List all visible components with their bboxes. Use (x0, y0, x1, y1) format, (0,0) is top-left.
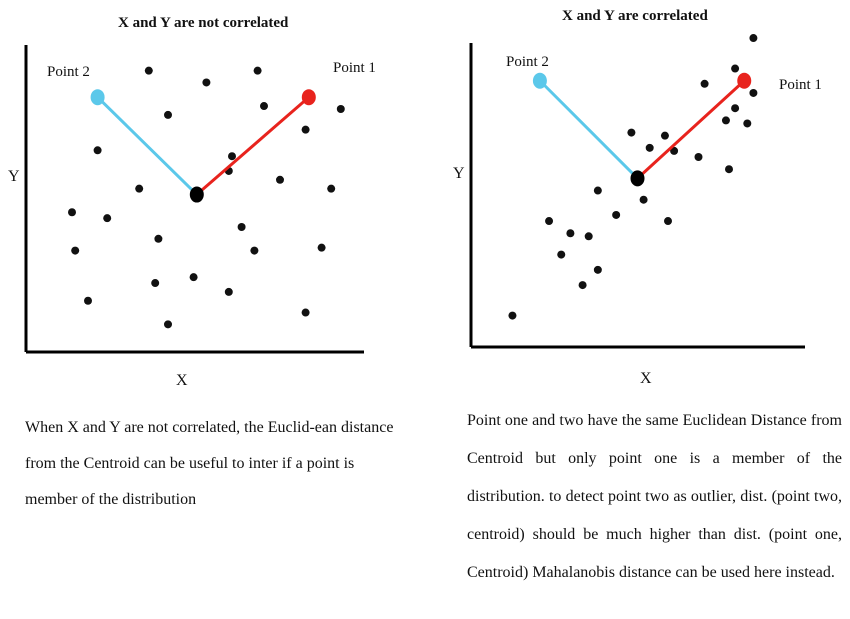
right-data-point (593, 265, 602, 274)
left-data-point (260, 102, 268, 111)
left-chart-title: X and Y are not correlated (118, 15, 289, 31)
left-data-point (68, 208, 76, 217)
right-point-1-label: Point 1 (779, 77, 822, 93)
right-data-point (566, 229, 575, 238)
left-data-point (301, 125, 310, 134)
right-chart-title: X and Y are correlated (562, 8, 708, 24)
right-data-point (645, 143, 654, 152)
left-x-axis-label: X (176, 372, 188, 389)
left-point-1 (301, 89, 316, 106)
right-y-axis-label: Y (453, 165, 465, 182)
right-point-2-label: Point 2 (506, 54, 549, 70)
right-data-point (749, 34, 758, 43)
left-point-2 (90, 89, 105, 106)
right-data-point (670, 146, 679, 155)
right-point-1 (737, 72, 752, 89)
left-data-point (336, 105, 345, 113)
right-data-point (627, 128, 636, 137)
left-data-point (135, 184, 144, 193)
right-data-point (664, 217, 672, 226)
right-data-point (694, 153, 703, 161)
left-point-2-label: Point 2 (47, 64, 90, 80)
left-data-point (301, 308, 310, 317)
right-line-point-2 (538, 79, 639, 180)
right-data-point (557, 250, 566, 259)
left-data-point (164, 320, 172, 329)
right-data-point (578, 281, 587, 290)
left-data-point (144, 66, 153, 75)
right-data-point (721, 116, 730, 125)
left-data-point (189, 273, 198, 282)
left-line-point-2 (96, 96, 198, 196)
right-centroid (630, 170, 645, 187)
left-y-axis-label: Y (8, 168, 20, 185)
left-data-point (103, 214, 112, 223)
right-data-point (545, 217, 554, 226)
right-data-point (508, 311, 517, 320)
right-data-point (700, 79, 709, 88)
right-point-2 (532, 72, 547, 89)
left-centroid (189, 186, 204, 203)
right-data-point (731, 64, 740, 73)
left-data-point (327, 184, 336, 193)
right-data-point (731, 104, 740, 113)
left-data-point (237, 223, 246, 231)
right-data-point (593, 186, 602, 195)
right-data-point (725, 165, 733, 174)
left-data-point (202, 78, 211, 87)
right-x-axis-label: X (640, 370, 652, 387)
left-data-point (250, 246, 259, 255)
right-caption: Point one and two have the same Euclidea… (467, 412, 842, 581)
right-data-point (584, 232, 593, 241)
right-line-point-1 (636, 79, 746, 180)
right-data-point (639, 195, 648, 204)
left-caption: When X and Y are not correlated, the Euc… (25, 419, 394, 508)
left-line-point-1 (195, 96, 310, 196)
right-data-point (612, 210, 621, 219)
right-data-point (660, 131, 669, 140)
left-data-point (93, 146, 102, 155)
left-data-point (317, 243, 326, 252)
left-data-point (154, 234, 163, 243)
right-data-point (743, 119, 752, 128)
right-data-point (749, 88, 758, 97)
left-data-point (276, 175, 284, 184)
left-data-point (164, 110, 172, 119)
left-point-1-label: Point 1 (333, 60, 376, 76)
left-data-point (253, 66, 262, 75)
left-data-point (228, 152, 236, 161)
left-data-point (84, 296, 92, 305)
left-data-point (224, 287, 233, 296)
left-data-point (71, 246, 80, 255)
left-data-point (151, 279, 160, 288)
